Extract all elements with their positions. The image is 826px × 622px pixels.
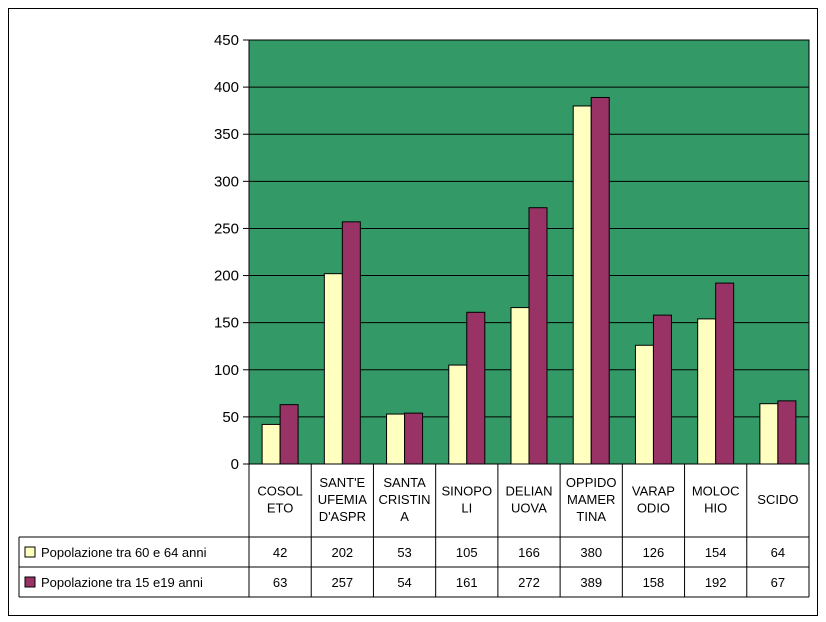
legend-key-popolazione-60-64 — [24, 546, 36, 558]
data-table-cell: 63 — [273, 575, 287, 590]
bar-popolazione-15-19 — [715, 282, 735, 465]
y-tick-label: 200 — [214, 268, 239, 285]
data-table-cell: 161 — [456, 575, 478, 590]
data-table-cell: 257 — [331, 575, 353, 590]
y-tick-label: 450 — [214, 32, 239, 49]
data-table-cell: 380 — [580, 545, 602, 560]
category-label: SANT'E — [319, 475, 365, 490]
bar-popolazione-60-64 — [572, 105, 592, 465]
legend-key-popolazione-15-19 — [24, 576, 36, 588]
category-label: CRISTIN — [379, 492, 431, 507]
category-label: ODIO — [637, 501, 670, 516]
bar-popolazione-60-64 — [510, 307, 530, 465]
category-label: UOVA — [511, 501, 547, 516]
y-tick-label: 50 — [222, 409, 239, 426]
bar-popolazione-60-64 — [261, 423, 281, 465]
category-label: SCIDO — [757, 492, 798, 507]
y-tick-label: 150 — [214, 315, 239, 332]
bar-popolazione-60-64 — [323, 273, 343, 465]
legend-label-popolazione-15-19: Popolazione tra 15 e19 anni — [41, 575, 203, 590]
bar-popolazione-15-19 — [652, 314, 672, 465]
data-table-cell: 272 — [518, 575, 540, 590]
bar-popolazione-15-19 — [466, 311, 486, 465]
category-label: D'ASPR — [319, 509, 366, 524]
y-tick-label: 300 — [214, 173, 239, 190]
category-label: DELIAN — [506, 484, 553, 499]
y-tick-label: 250 — [214, 220, 239, 237]
category-label: UFEMIA — [318, 492, 367, 507]
category-label: SANTA — [383, 475, 426, 490]
category-label: VARAP — [632, 484, 675, 499]
category-label: LI — [461, 501, 472, 516]
bar-popolazione-15-19 — [341, 221, 361, 465]
data-table-cell: 42 — [273, 545, 287, 560]
chart-frame: 0 50 100 150 200 250 300 350 400 450 COSOL ETO SANT'… — [8, 8, 818, 616]
data-table-cell: 126 — [643, 545, 665, 560]
y-tick-label: 400 — [214, 79, 239, 96]
bar-popolazione-60-64 — [697, 318, 717, 465]
category-label: OPPIDO — [566, 475, 617, 490]
category-label: COSOL — [257, 484, 303, 499]
bar-popolazione-15-19 — [777, 400, 797, 465]
y-tick-label: 350 — [214, 126, 239, 143]
category-label: TINA — [576, 509, 606, 524]
legend-label-popolazione-60-64: Popolazione tra 60 e 64 anni — [41, 545, 207, 560]
data-table-cell: 67 — [771, 575, 785, 590]
category-label: MOLOC — [692, 484, 740, 499]
category-label: MAMER — [567, 492, 615, 507]
bar-popolazione-15-19 — [590, 96, 610, 465]
data-table-cell: 389 — [580, 575, 602, 590]
category-label: ETO — [267, 501, 294, 516]
data-table-cell: 192 — [705, 575, 727, 590]
category-label: SINOPO — [441, 484, 492, 499]
bar-popolazione-15-19 — [404, 412, 424, 465]
data-table-cell: 166 — [518, 545, 540, 560]
y-tick-label: 0 — [231, 456, 239, 473]
data-table-cell: 202 — [331, 545, 353, 560]
y-tick-label: 100 — [214, 362, 239, 379]
bar-popolazione-60-64 — [634, 344, 654, 465]
data-table-cell: 64 — [771, 545, 785, 560]
category-label: HIO — [704, 501, 727, 516]
bar-popolazione-15-19 — [528, 207, 548, 465]
bar-popolazione-60-64 — [759, 403, 779, 465]
bar-chart: 0 50 100 150 200 250 300 350 400 450 COSOL ETO SANT'… — [18, 32, 810, 598]
bar-popolazione-15-19 — [279, 404, 299, 465]
category-label: A — [400, 509, 409, 524]
data-table-cell: 158 — [643, 575, 665, 590]
bar-popolazione-60-64 — [386, 413, 406, 465]
data-table-cell: 154 — [705, 545, 727, 560]
data-table-cell: 54 — [397, 575, 411, 590]
data-table-cell: 105 — [456, 545, 478, 560]
bar-popolazione-60-64 — [448, 364, 468, 465]
data-table-cell: 53 — [397, 545, 411, 560]
